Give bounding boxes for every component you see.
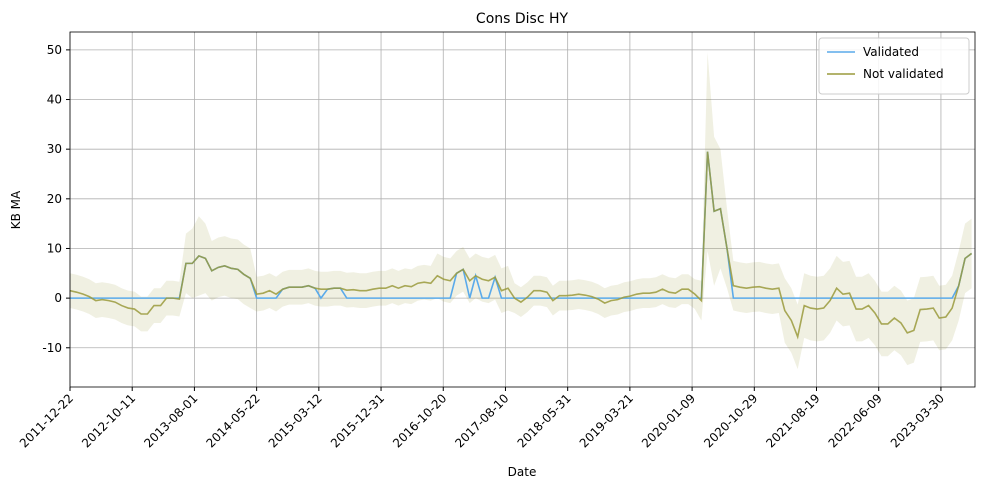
- x-tick-label: 2021-08-19: [763, 391, 822, 450]
- y-tick-label: 10: [47, 241, 62, 255]
- x-tick-label: 2011-12-22: [17, 391, 76, 450]
- y-tick-label: 20: [47, 192, 62, 206]
- series-line: [70, 151, 973, 340]
- x-tick-label: 2012-10-11: [79, 391, 138, 450]
- plot: [70, 52, 973, 370]
- x-axis-label: Date: [508, 465, 537, 479]
- error-band: [70, 52, 972, 370]
- x-tick-label: 2018-05-31: [515, 391, 574, 450]
- y-tick-label: 0: [54, 291, 62, 305]
- x-tick-label: 2015-03-12: [266, 391, 325, 450]
- y-axis-label: KB MA: [9, 190, 23, 229]
- x-tick-label: 2015-12-31: [328, 391, 387, 450]
- x-tick-label: 2019-03-21: [577, 391, 636, 450]
- x-tick-label: 2020-01-09: [639, 391, 698, 450]
- x-tick-label: 2017-08-10: [452, 391, 511, 450]
- x-tick-label: 2016-10-20: [390, 391, 449, 450]
- y-tick-label: -10: [42, 341, 62, 355]
- x-tick-label: 2023-03-30: [888, 391, 947, 450]
- y-tick-label: 40: [47, 93, 62, 107]
- legend-box: [818, 37, 970, 95]
- x-tick-label: 2014-05-22: [204, 391, 263, 450]
- y-tick-label: 30: [47, 142, 62, 156]
- legend-label: Validated: [863, 45, 919, 59]
- x-tick-label: 2020-10-29: [701, 391, 760, 450]
- legend-label: Not validated: [863, 67, 944, 81]
- chart-title: Cons Disc HY: [476, 11, 569, 27]
- y-tick-label: 50: [47, 43, 62, 57]
- x-tick-label: 2022-06-09: [826, 391, 885, 450]
- plot-frame: [69, 31, 976, 388]
- x-tick-label: 2013-08-01: [141, 391, 200, 450]
